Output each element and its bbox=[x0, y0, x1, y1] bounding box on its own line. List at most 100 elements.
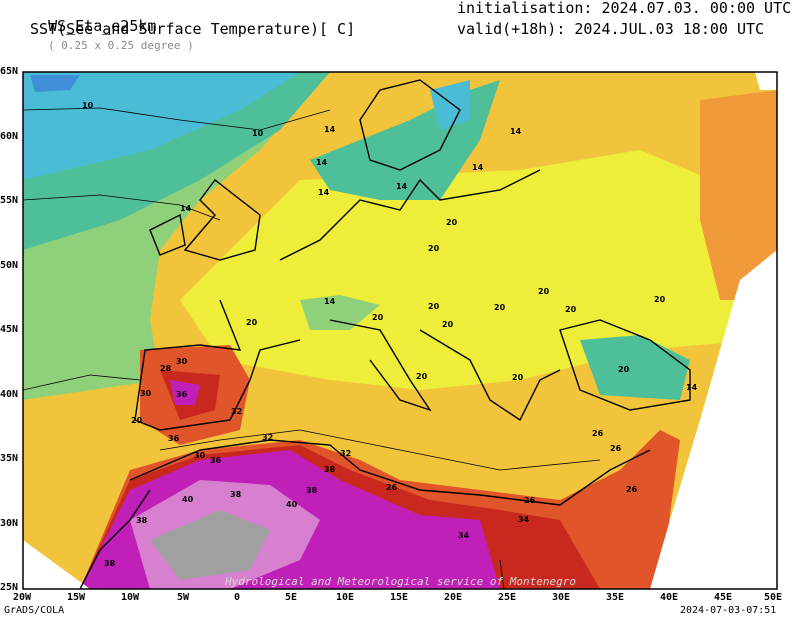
contour-label: 14 bbox=[324, 125, 336, 134]
contour-label: 26 bbox=[610, 444, 622, 453]
contour-label: 38 bbox=[324, 465, 336, 474]
lon-label: 0 bbox=[234, 592, 241, 603]
contour-label: 36 bbox=[176, 390, 188, 399]
uk-coast bbox=[183, 179, 261, 261]
lat-label: 30N bbox=[0, 518, 19, 529]
contour-label: 38 bbox=[136, 516, 148, 525]
contour-label: 20 bbox=[565, 305, 577, 314]
mask-ne bbox=[755, 72, 777, 90]
model-name: WS_Eta_e25km ( 0.25 x 0.25 degree ) bbox=[30, 0, 194, 53]
contour-label: 20 bbox=[618, 365, 630, 374]
north-coast bbox=[279, 169, 541, 261]
contour-label: 26 bbox=[386, 483, 398, 492]
resolution-text: ( 0.25 x 0.25 degree ) bbox=[48, 39, 194, 52]
contour-label: 20 bbox=[494, 303, 506, 312]
contour-label: 14 bbox=[324, 297, 336, 306]
lat-label: 65N bbox=[0, 66, 19, 77]
contour-label: 20 bbox=[416, 372, 428, 381]
lon-label: 5E bbox=[285, 592, 298, 603]
contour-26 bbox=[159, 429, 601, 471]
lon-label: 35E bbox=[606, 592, 625, 603]
contour-label: 14 bbox=[318, 188, 330, 197]
lon-label: 5W bbox=[177, 592, 190, 603]
footer-software: GrADS/COLA bbox=[4, 605, 65, 616]
field-title: SST(See and Surface Temperature)[ C] bbox=[30, 20, 356, 38]
contour-label: 14 bbox=[396, 182, 408, 191]
blacksea-teal bbox=[580, 335, 690, 400]
contour-label: 38 bbox=[306, 486, 318, 495]
contour-label: 10 bbox=[252, 129, 264, 138]
coastlines bbox=[79, 79, 691, 589]
contour-label: 14 bbox=[472, 163, 484, 172]
lon-label: 30E bbox=[552, 592, 571, 603]
contour-label: 32 bbox=[262, 433, 273, 442]
lat-label: 25N bbox=[0, 582, 19, 593]
contour-label: 14 bbox=[180, 204, 192, 213]
ireland-coast bbox=[149, 213, 186, 256]
contour-label: 34 bbox=[518, 515, 530, 524]
contour-lines bbox=[23, 107, 601, 589]
contour-label: 20 bbox=[131, 416, 143, 425]
contour-label: 10 bbox=[82, 101, 94, 110]
lat-label: 50N bbox=[0, 260, 19, 271]
atlantic-cold bbox=[30, 75, 80, 92]
contour-label: 30 bbox=[140, 389, 152, 398]
balkan-coast bbox=[419, 329, 561, 422]
lon-label: 50E bbox=[764, 592, 783, 603]
alps-green bbox=[300, 295, 380, 330]
mask-se bbox=[650, 250, 777, 589]
watermark: Hydrological and Meteorological service … bbox=[224, 575, 576, 588]
contour-border bbox=[499, 559, 505, 589]
contour-label: 20 bbox=[246, 318, 258, 327]
contour-label: 14 bbox=[686, 383, 698, 392]
contour-label-group: 10 10 14 14 14 14 14 14 14 14 20 20 20 2… bbox=[82, 101, 698, 568]
contour-14 bbox=[23, 194, 221, 221]
lat-label: 60N bbox=[0, 131, 19, 142]
contour-label: 20 bbox=[446, 218, 458, 227]
sst-fields: Hydrological and Meteorological service … bbox=[23, 72, 777, 589]
contour-label: 38 bbox=[104, 559, 116, 568]
contour-label: 20 bbox=[538, 287, 550, 296]
africa-coast bbox=[129, 439, 651, 506]
contour-label: 20 bbox=[372, 313, 384, 322]
lon-label: 45E bbox=[714, 592, 733, 603]
lon-label: 20W bbox=[13, 592, 32, 603]
contour-label: 30 bbox=[194, 451, 206, 460]
africa-grey bbox=[150, 510, 270, 580]
lon-label: 25E bbox=[498, 592, 517, 603]
contour-label: 14 bbox=[510, 127, 522, 136]
contour-label: 38 bbox=[230, 490, 242, 499]
contour-label: 26 bbox=[524, 496, 536, 505]
scandinavia-coast bbox=[359, 79, 461, 171]
contour-20-atlantic bbox=[23, 374, 141, 391]
footer-timestamp: 2024-07-03-07:51 bbox=[680, 605, 777, 616]
map-frame bbox=[22, 71, 778, 590]
lat-label: 55N bbox=[0, 195, 19, 206]
contour-label: 26 bbox=[626, 485, 638, 494]
lat-label: 40N bbox=[0, 389, 19, 400]
contour-label: 28 bbox=[160, 364, 172, 373]
east-orange bbox=[700, 90, 777, 300]
contour-label: 36 bbox=[168, 434, 180, 443]
contour-label: 14 bbox=[316, 158, 328, 167]
iberia-magenta bbox=[170, 380, 200, 405]
italy-coast bbox=[329, 319, 432, 412]
contour-label: 32 bbox=[231, 407, 242, 416]
contour-label: 20 bbox=[512, 373, 524, 382]
init-time: initialisation: 2024.07.03. 00:00 UTC bbox=[457, 0, 792, 17]
contour-label: 34 bbox=[458, 531, 470, 540]
lat-label: 45N bbox=[0, 324, 19, 335]
atlantic-cool bbox=[23, 72, 300, 180]
lon-label: 10E bbox=[336, 592, 355, 603]
lon-label: 15E bbox=[390, 592, 409, 603]
contour-label: 20 bbox=[654, 295, 666, 304]
contour-label: 30 bbox=[176, 357, 188, 366]
iberia-coast bbox=[134, 299, 301, 431]
model-name-text: WS_Eta_e25km bbox=[48, 17, 157, 35]
baltic-cool bbox=[430, 80, 470, 130]
contour-label: 26 bbox=[592, 429, 604, 438]
contour-label: 36 bbox=[210, 456, 222, 465]
contour-label: 32 bbox=[340, 449, 351, 458]
contour-label: 20 bbox=[442, 320, 454, 329]
